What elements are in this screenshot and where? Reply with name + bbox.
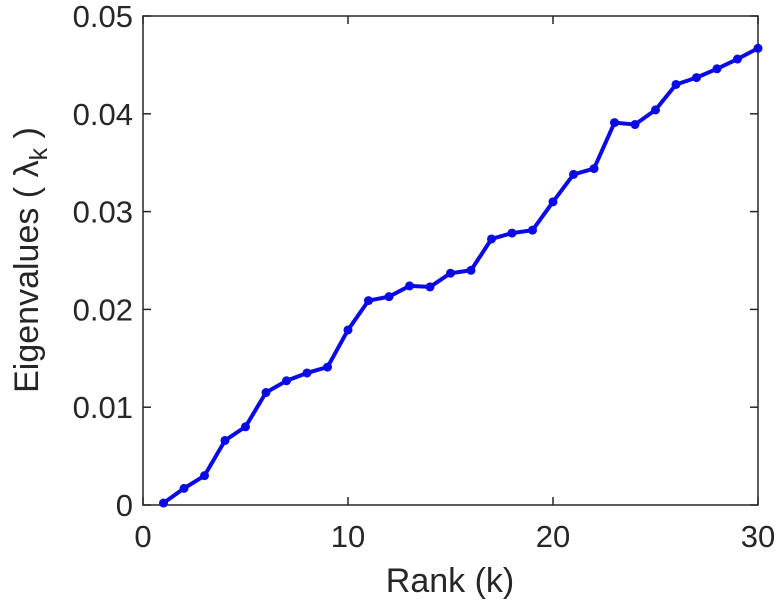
data-point-marker	[610, 118, 619, 128]
y-axis-label-text: Eigenvalues (	[8, 177, 46, 392]
data-point-marker	[282, 376, 291, 386]
axes-frame	[142, 15, 759, 506]
data-series	[159, 43, 763, 508]
tick-labels: 0 10 20 30 0 0.01 0.02 0.03 0.04 0.05	[73, 0, 776, 554]
data-point-marker	[466, 265, 476, 275]
data-point-marker	[179, 483, 189, 493]
data-point-marker	[528, 225, 537, 235]
data-point-marker	[405, 281, 414, 291]
data-point-marker	[302, 368, 312, 378]
y-tick-label: 0.02	[73, 292, 133, 327]
data-point-marker	[671, 79, 681, 89]
data-point-marker	[733, 54, 742, 64]
tick-marks	[142, 15, 759, 506]
x-tick-label: 10	[331, 519, 365, 554]
y-tick-label: 0.03	[73, 195, 133, 230]
y-tick-label: 0	[116, 488, 133, 523]
x-tick-label: 30	[741, 519, 775, 554]
data-point-marker	[589, 164, 599, 174]
y-tick-label: 0.05	[73, 0, 133, 34]
lambda-subscript: k	[25, 147, 53, 160]
data-point-marker	[343, 325, 353, 335]
data-point-marker	[712, 64, 722, 74]
data-point-marker	[261, 388, 271, 398]
y-axis-label: Eigenvalues ( λk )	[8, 127, 53, 393]
data-point-marker	[323, 362, 332, 372]
x-tick-label: 0	[134, 519, 151, 554]
x-tick-label: 20	[536, 519, 570, 554]
data-point-marker	[241, 422, 250, 432]
data-point-marker	[692, 73, 701, 83]
data-point-marker	[200, 471, 209, 481]
data-point-marker	[446, 268, 455, 278]
data-point-marker	[548, 197, 558, 207]
data-point-marker	[753, 43, 763, 53]
data-point-marker	[630, 120, 640, 130]
data-point-marker	[364, 296, 373, 306]
series-line	[161, 46, 760, 506]
y-tick-label: 0.04	[73, 97, 133, 132]
data-point-marker	[384, 292, 394, 302]
y-tick-label: 0.01	[73, 390, 133, 425]
data-point-marker	[220, 435, 230, 445]
lambda-symbol: λ	[8, 160, 46, 177]
data-point-marker	[487, 234, 496, 244]
x-axis-label: Rank (k)	[386, 562, 514, 600]
data-point-marker	[569, 169, 578, 179]
data-point-marker	[425, 282, 435, 292]
data-point-marker	[507, 228, 517, 238]
data-point-marker	[651, 105, 660, 115]
data-point-marker	[159, 498, 168, 508]
y-axis-label-close: )	[8, 127, 46, 148]
